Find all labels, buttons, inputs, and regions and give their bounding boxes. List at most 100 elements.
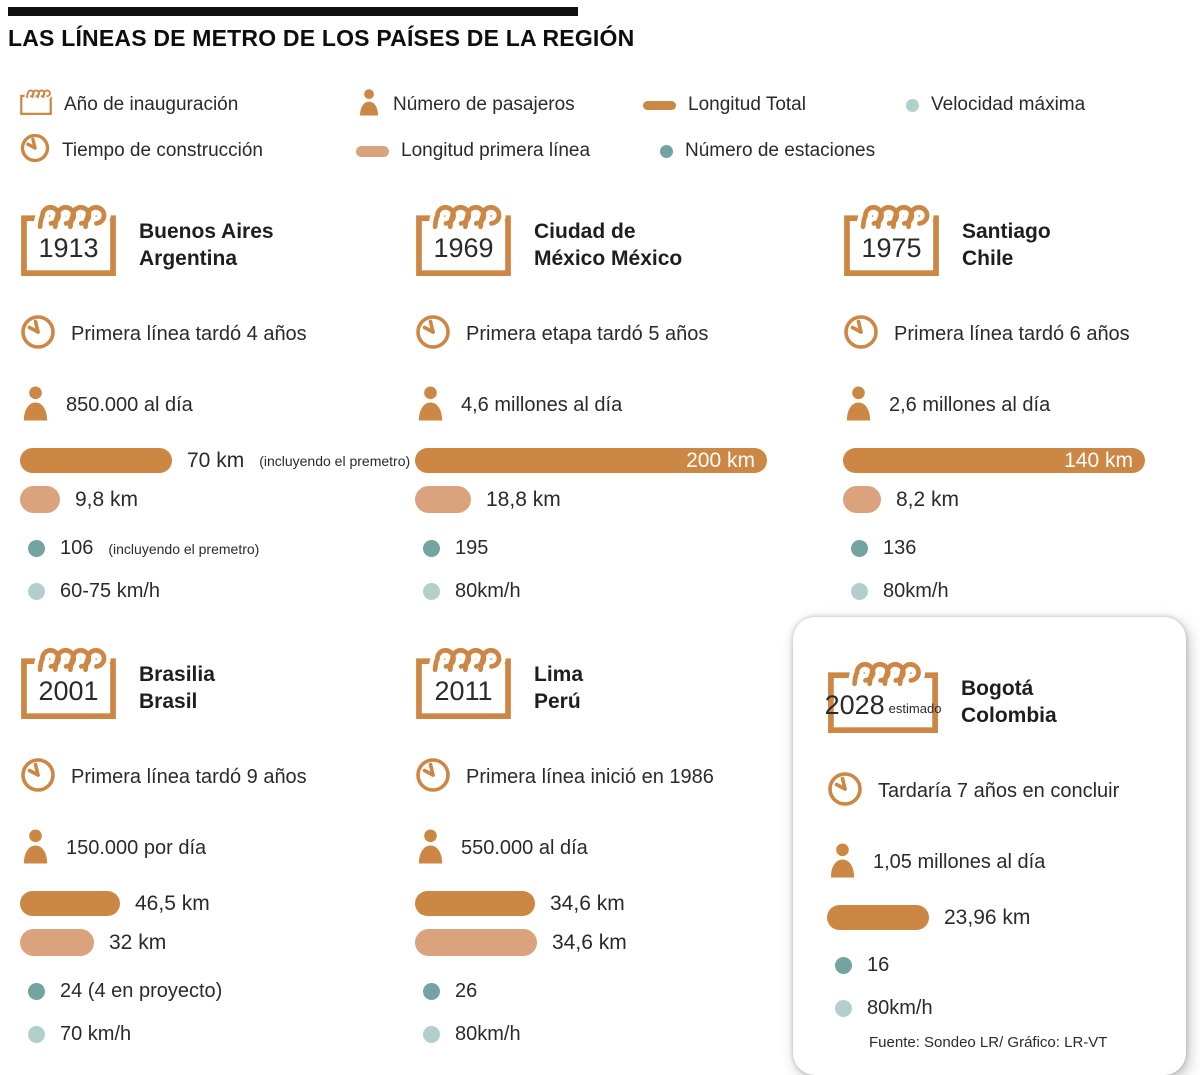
- city-line1: Bogotá: [961, 677, 1034, 700]
- country-block-santiago: 1975 Santiago Chile Primera línea tardó …: [825, 200, 1178, 603]
- legend-item-passengers: Número de pasajeros: [357, 88, 643, 122]
- clock-icon: [415, 314, 451, 355]
- first-line-pill: [843, 486, 881, 513]
- country-block-bogota: 2028 estimado Bogotá Colombia: [824, 657, 1166, 1051]
- passengers-row: 550.000 al día: [415, 828, 825, 869]
- construction-time-text: Primera línea tardó 9 años: [71, 766, 307, 788]
- first-line-pill-icon: [356, 145, 389, 157]
- legend: Año de inauguración Número de pasajeros …: [20, 82, 1200, 174]
- first-line-label: 32 km: [109, 930, 167, 954]
- city-line2: Perú: [534, 690, 581, 714]
- legend-item-max-speed: Velocidad máxima: [906, 94, 1085, 116]
- construction-time-row: Tardaría 7 años en concluir: [827, 771, 1166, 812]
- stations-dot-icon: [28, 540, 45, 557]
- stations-dot-icon: [851, 540, 868, 557]
- passengers-text: 550.000 al día: [461, 837, 588, 859]
- inauguration-year: 1969: [433, 232, 494, 263]
- construction-time-row: Primera línea tardó 9 años: [20, 757, 415, 798]
- city-name: Ciudad de México México: [534, 204, 682, 276]
- legend-item-total-length: Longitud Total: [643, 94, 906, 116]
- city-line2: Colombia: [961, 704, 1057, 728]
- passengers-text: 150.000 por día: [66, 837, 207, 859]
- stations-note: (incluyendo el premetro): [108, 540, 260, 557]
- first-line-label: 18,8 km: [486, 487, 561, 511]
- construction-time-row: Primera línea tardó 4 años: [20, 314, 415, 355]
- inauguration-year: 1975: [861, 232, 922, 263]
- stations-row: 195: [415, 537, 825, 560]
- speed-row: 70 km/h: [20, 1023, 415, 1046]
- person-icon: [20, 828, 51, 869]
- construction-time-row: Primera línea inició en 1986: [415, 757, 825, 798]
- stations-dot-icon: [423, 540, 440, 557]
- clock-icon: [20, 757, 56, 798]
- total-length-label: 23,96 km: [944, 905, 1031, 929]
- first-line-row: 34,6 km: [415, 929, 825, 956]
- stations-text: 24 (4 en proyecto): [60, 980, 223, 1002]
- max-speed-dot-icon: [906, 98, 919, 112]
- first-line-row: 9,8 km: [20, 486, 415, 513]
- country-block-buenos-aires: 1913 Buenos Aires Argentina Primera líne…: [20, 200, 415, 603]
- city-name: Bogotá Colombia: [961, 661, 1057, 733]
- speed-dot-icon: [28, 1026, 45, 1043]
- speed-text: 70 km/h: [60, 1023, 132, 1045]
- city-name: Brasilia Brasil: [139, 647, 215, 719]
- person-icon: [843, 385, 874, 426]
- speed-dot-icon: [28, 583, 45, 600]
- inauguration-year: 1913: [38, 232, 99, 263]
- bogota-highlight-card: 2028 estimado Bogotá Colombia: [793, 617, 1186, 1075]
- construction-time-text: Primera línea inició en 1986: [466, 766, 714, 788]
- passengers-row: 1,05 millones al día: [827, 842, 1166, 883]
- calendar-icon: 1913: [20, 200, 117, 276]
- speed-dot-icon: [423, 1026, 440, 1043]
- legend-item-stations: Número de estaciones: [660, 140, 875, 162]
- passengers-text: 2,6 millones al día: [889, 394, 1051, 416]
- city-line1: Ciudad de: [534, 220, 636, 243]
- total-length-bar: [827, 905, 929, 930]
- construction-time-text: Primera etapa tardó 5 años: [466, 323, 709, 345]
- speed-text: 60-75 km/h: [60, 580, 161, 602]
- stations-row: 24 (4 en proyecto): [20, 980, 415, 1003]
- city-name: Lima Perú: [534, 647, 583, 719]
- construction-time-text: Primera línea tardó 6 años: [894, 323, 1130, 345]
- total-length-label: 46,5 km: [135, 891, 210, 915]
- inauguration-year: 2028: [824, 689, 885, 720]
- total-length-bar: 140 km: [843, 448, 1145, 473]
- speed-row: 80km/h: [415, 1023, 825, 1046]
- country-header: 2001 Brasilia Brasil: [20, 643, 415, 719]
- total-length-label: 200 km: [686, 448, 755, 472]
- first-line-label: 34,6 km: [552, 930, 627, 954]
- legend-row-2: Tiempo de construcción Longitud primera …: [20, 128, 1200, 174]
- passengers-text: 850.000 al día: [66, 394, 193, 416]
- country-header: 1913 Buenos Aires Argentina: [20, 200, 415, 276]
- country-block-brasilia: 2001 Brasilia Brasil Primera línea tardó…: [20, 643, 415, 1075]
- city-line1: Lima: [534, 663, 584, 686]
- person-icon: [415, 828, 446, 869]
- calendar-icon: 1975: [843, 200, 940, 276]
- passengers-row: 850.000 al día: [20, 385, 415, 426]
- city-line1: Santiago: [962, 220, 1051, 243]
- total-length-row: 34,6 km: [415, 891, 825, 916]
- calendar-icon: 1969: [415, 200, 512, 276]
- stations-dot-icon: [835, 957, 852, 974]
- stations-text: 195: [455, 537, 489, 559]
- construction-time-row: Primera línea tardó 6 años: [843, 314, 1178, 355]
- speed-text: 80km/h: [867, 997, 933, 1019]
- stations-row: 16: [827, 954, 1166, 977]
- first-line-label: 9,8 km: [75, 487, 139, 511]
- country-block-mexico: 1969 Ciudad de México México Primera eta…: [415, 200, 825, 603]
- total-length-bar: [415, 891, 535, 916]
- stations-row: 136: [843, 537, 1178, 560]
- inauguration-year: 2001: [38, 675, 99, 706]
- clock-icon: [843, 314, 879, 355]
- first-line-row: 8,2 km: [843, 486, 1178, 513]
- stations-dot-icon: [423, 983, 440, 1000]
- city-line2: Argentina: [139, 247, 238, 271]
- stations-row: 26: [415, 980, 825, 1003]
- city-name: Buenos Aires Argentina: [139, 204, 274, 276]
- legend-label-stations: Número de estaciones: [685, 140, 876, 161]
- stations-text: 16: [867, 954, 890, 976]
- person-icon: [827, 842, 858, 883]
- total-length-bar: [20, 891, 120, 916]
- country-header: 1975 Santiago Chile: [843, 200, 1178, 276]
- construction-time-row: Primera etapa tardó 5 años: [415, 314, 825, 355]
